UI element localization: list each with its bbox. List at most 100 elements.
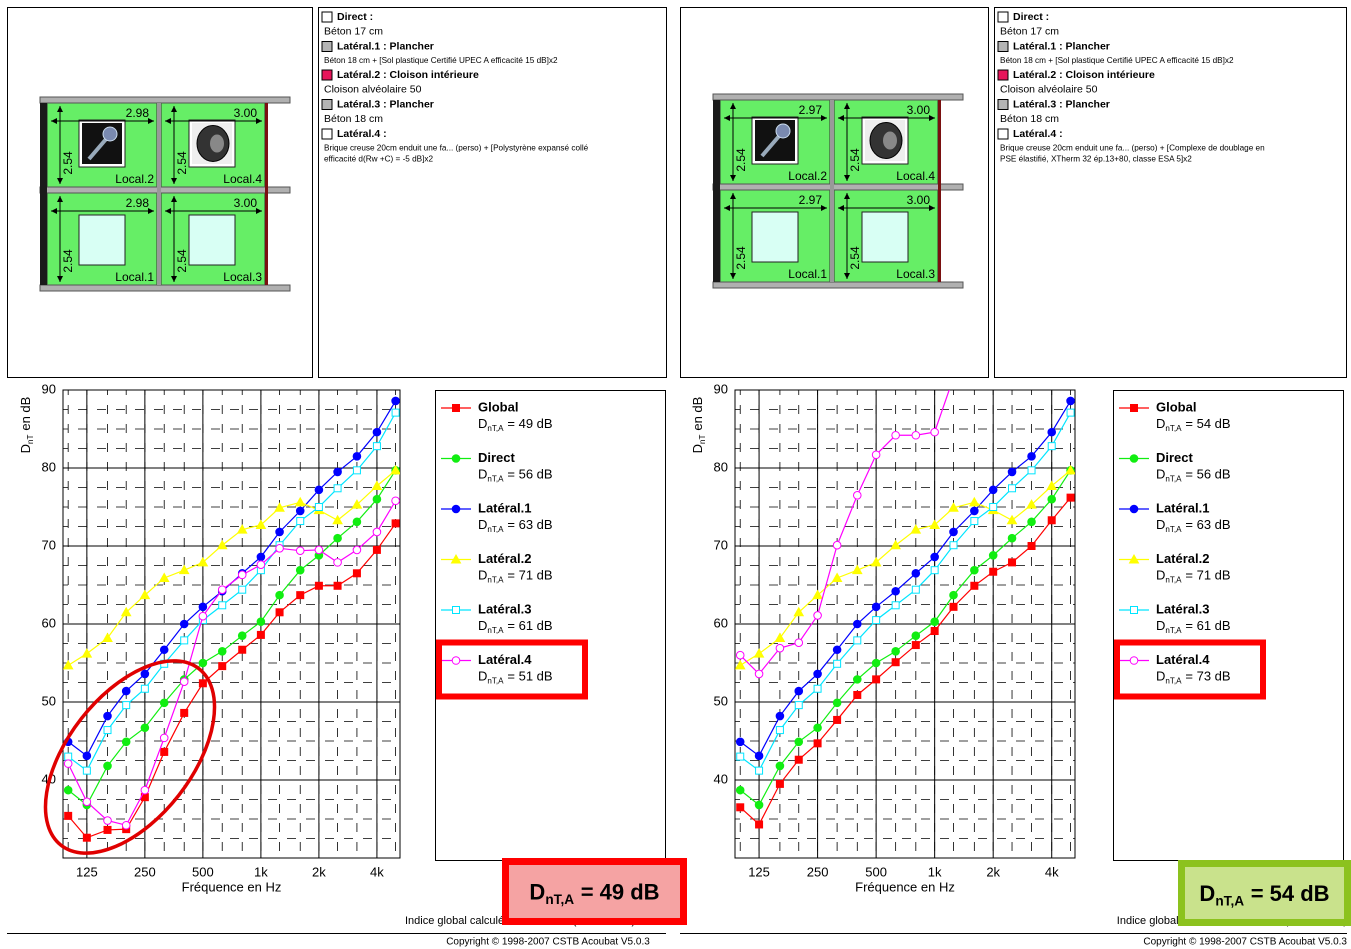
x-tick-label: 1k [254, 864, 268, 879]
marker [970, 581, 979, 590]
component-swatch [997, 99, 1009, 110]
dimension-label: 2.54 [848, 246, 862, 270]
marker [775, 761, 785, 771]
text-subscript: nT,A [487, 626, 504, 635]
text-rest: = 54 dB [1251, 881, 1330, 906]
text-main: D [478, 517, 487, 532]
marker [813, 669, 822, 679]
legend-highlight [1114, 639, 1266, 700]
legend-name: Latéral.3 [478, 601, 531, 616]
component-description: Brique creuse 20cm enduit une fa... (per… [324, 144, 589, 153]
marker [794, 638, 804, 648]
marker [158, 572, 170, 582]
text-subscript: nT,A [545, 892, 574, 907]
marker [735, 650, 745, 660]
marker [735, 785, 745, 795]
marker [198, 611, 208, 621]
text-subscript: nT,A [1165, 677, 1182, 686]
marker [140, 684, 149, 693]
marker [872, 616, 881, 625]
marker [813, 739, 822, 748]
marker [794, 737, 804, 747]
text-subscript: nT,A [487, 576, 504, 585]
text-subscript: nT,A [1165, 525, 1182, 534]
marker [236, 524, 248, 534]
marker [736, 803, 745, 812]
legend-name: Global [478, 399, 518, 414]
result-fill [509, 865, 680, 918]
marker [989, 503, 998, 511]
component-title: Latéral.4 : [1013, 128, 1063, 140]
marker [82, 797, 92, 807]
marker [216, 539, 228, 550]
marker [452, 606, 460, 614]
marker [833, 659, 842, 668]
marker [989, 567, 998, 576]
dimension-label: 3.00 [907, 193, 931, 207]
text-main: D [1156, 416, 1165, 431]
marker [180, 708, 189, 717]
marker [1047, 442, 1056, 451]
marker [295, 546, 305, 555]
marker [1065, 464, 1075, 475]
marker [1027, 542, 1036, 550]
marker [853, 690, 862, 699]
marker [159, 733, 169, 743]
room-window [188, 214, 236, 266]
marker [1128, 553, 1140, 564]
marker [81, 648, 93, 658]
wall [713, 100, 720, 282]
floor-slab [39, 96, 291, 104]
marker [120, 606, 132, 617]
component-swatch [997, 11, 1009, 23]
x-tick-label: 125 [76, 864, 98, 879]
legend-name: Direct [1156, 450, 1194, 465]
marker [218, 662, 227, 671]
marker [64, 752, 73, 761]
component-title: Latéral.1 : Plancher [337, 40, 434, 52]
marker [102, 632, 113, 643]
microphone-handle [760, 133, 782, 158]
marker [237, 631, 247, 641]
marker [871, 450, 881, 460]
component-swatch [321, 11, 333, 23]
wall [157, 103, 161, 285]
legend-rating: DnT,A = 71 dB [478, 568, 553, 585]
floor-slab [712, 93, 964, 101]
marker [754, 669, 764, 679]
marker [352, 517, 362, 527]
dimension-label: 3.00 [234, 106, 258, 120]
marker [295, 565, 305, 575]
component-swatch [321, 69, 333, 81]
legend-name: Latéral.2 [1156, 551, 1209, 566]
floor-slab [39, 284, 291, 292]
components-box [994, 7, 1347, 378]
text-rest: = 54 dB [1185, 416, 1230, 431]
legend-name: Latéral.3 [1156, 601, 1209, 616]
dimension-label: 2.54 [61, 249, 75, 273]
legend-rating: DnT,A = 63 dB [1156, 517, 1231, 534]
marker [275, 544, 284, 553]
text-main: D [1156, 568, 1165, 583]
component-description: Cloison alvéolaire 50 [324, 83, 422, 95]
marker [1047, 516, 1056, 525]
room-label: Local.4 [223, 172, 262, 186]
marker [1129, 656, 1139, 665]
component-description: Béton 18 cm [324, 113, 383, 125]
floor-plan: 2.97 2.54 Local.2 3.00 2.54 Local.4 2.97 2.54 Lo… [712, 93, 964, 289]
marker [949, 527, 958, 537]
dimension-label: 3.00 [907, 103, 931, 117]
marker [812, 589, 823, 600]
x-tick-label: 500 [192, 864, 214, 879]
marker [103, 726, 112, 735]
marker [832, 645, 842, 655]
marker [813, 684, 822, 693]
x-tick-label: 250 [134, 864, 156, 879]
component-description: PSE élastifié, XTherm 32 ép.13+80, class… [1000, 155, 1192, 164]
y-tick-label: 50 [714, 693, 728, 708]
marker [891, 658, 900, 667]
marker [970, 517, 979, 526]
component-title: Latéral.4 : [337, 128, 387, 140]
marker [295, 506, 305, 516]
